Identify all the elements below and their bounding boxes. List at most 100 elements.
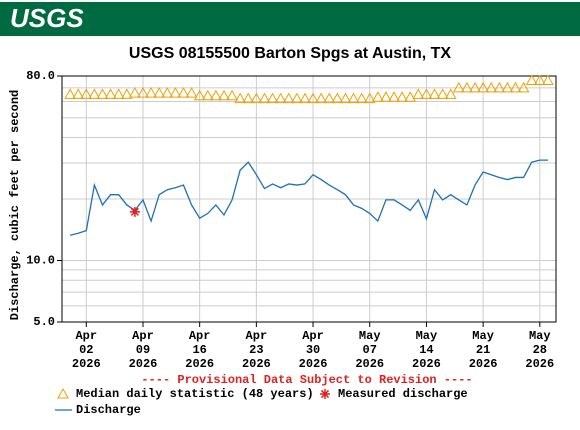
median-marker [371,91,384,102]
median-marker [477,81,489,93]
x-tick-label: May [359,329,381,343]
median-marker [266,92,279,104]
x-tick-label: 21 [476,343,490,357]
median-marker [412,88,425,99]
x-tick-label: 2026 [185,357,214,371]
median-marker [161,87,174,98]
x-tick-label: 2026 [355,357,384,371]
x-tick-label: 23 [249,343,263,357]
x-tick-label: May [472,329,494,343]
median-marker [88,88,101,99]
x-tick-label: May [529,329,551,343]
median-marker [396,91,408,102]
y-axis-label: Discharge, cubic feet per second [8,90,22,320]
x-tick-label: Apr [75,329,97,343]
chart-title: USGS 08155500 Barton Spgs at Austin, TX [129,45,452,62]
annotation: ---- Provisional Data Subject to Revisio… [141,373,472,387]
median-marker [299,92,311,104]
median-marker [420,88,433,99]
median-marker [258,92,271,104]
median-marker [501,81,514,93]
x-tick-label: 2026 [469,357,498,371]
legend: Median daily statistic (48 years) Measur… [76,387,468,417]
median-marker [461,81,473,93]
median-marker [291,92,303,104]
logo: USGS [10,3,84,33]
x-tick-label: 28 [533,343,547,357]
x-tick-label: May [416,329,438,343]
median-marker [307,92,319,104]
legend-label: Median daily statistic (48 years) [76,387,314,401]
median-marker [250,92,263,104]
median-marker [282,92,295,104]
legend-swatch [57,387,69,399]
legend-swatch [320,389,330,399]
x-tick-label: 30 [306,343,320,357]
x-tick-label: 07 [363,343,377,357]
median-marker [331,92,344,104]
x-tick-label: 09 [136,343,150,357]
median-marker [234,92,247,104]
plot-frame [61,75,557,323]
median-marker [428,88,441,99]
median-marker [355,92,368,104]
x-tick-label: Apr [189,329,211,343]
y-tick-label: 5.0 [33,315,55,329]
median-marker [210,89,222,101]
median-marker [525,74,538,86]
x-tick-label: 02 [79,343,93,357]
x-tick-label: 2026 [299,357,328,371]
y-tick-label: 10.0 [26,254,55,268]
legend-label: Measured discharge [338,387,468,401]
median-marker [436,88,449,99]
median-marker [444,88,457,99]
median-marker [177,87,190,98]
median-marker [80,88,93,99]
header-band [0,2,580,36]
median-marker [404,91,417,102]
x-tick-label: 2026 [129,357,158,371]
median-marker [315,92,327,104]
median-marker [120,88,133,99]
median-marker [339,92,352,104]
median-marker [363,92,376,104]
median-marker [145,87,157,98]
median-marker [64,88,76,99]
legend-label: Discharge [76,403,141,417]
median-marker [274,92,287,104]
median-marker [347,92,360,104]
median-marker [112,88,125,99]
median-marker [72,88,85,99]
x-tick-label: 2026 [412,357,441,371]
median-marker [533,74,546,86]
median-marker [153,87,166,98]
median-marker [493,81,506,93]
median-marker [185,87,198,98]
median-marker [104,88,117,99]
median-marker [201,89,214,101]
median-marker [193,89,206,101]
median-marker [517,81,530,93]
x-tick-label: 14 [419,343,433,357]
y-tick-label: 80.0 [26,69,55,83]
x-tick-label: Apr [302,329,324,343]
x-tick-label: 2026 [525,357,554,371]
x-tick-label: 2026 [242,357,271,371]
median-marker [242,92,255,104]
median-marker [226,89,238,101]
x-tick-label: 16 [192,343,206,357]
median-marker [323,92,336,104]
median-marker [137,87,149,98]
median-marker [218,89,230,101]
discharge-line [69,159,548,236]
median-marker [388,91,400,102]
median-marker [129,87,141,98]
median-marker [96,88,109,99]
median-marker [485,81,498,93]
median-marker [452,81,465,93]
x-tick-label: 2026 [72,357,101,371]
measured-marker [129,206,140,217]
x-tick-label: Apr [132,329,154,343]
median-marker [380,91,392,102]
